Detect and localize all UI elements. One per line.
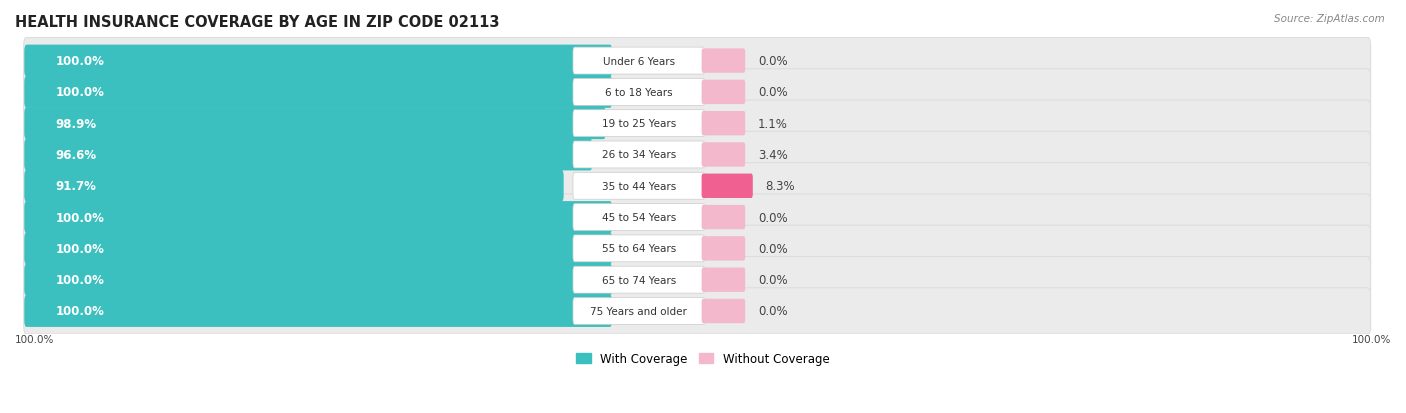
Text: 100.0%: 100.0%: [15, 335, 55, 344]
Text: 75 Years and older: 75 Years and older: [591, 306, 688, 316]
Text: 45 to 54 Years: 45 to 54 Years: [602, 213, 676, 223]
Text: 96.6%: 96.6%: [56, 149, 97, 161]
FancyBboxPatch shape: [24, 108, 606, 140]
Text: 91.7%: 91.7%: [56, 180, 97, 193]
FancyBboxPatch shape: [574, 142, 704, 169]
Text: 0.0%: 0.0%: [758, 86, 787, 99]
Text: Under 6 Years: Under 6 Years: [603, 57, 675, 66]
FancyBboxPatch shape: [24, 202, 612, 233]
FancyBboxPatch shape: [702, 81, 745, 105]
Text: 0.0%: 0.0%: [758, 211, 787, 224]
FancyBboxPatch shape: [702, 268, 745, 292]
Text: HEALTH INSURANCE COVERAGE BY AGE IN ZIP CODE 02113: HEALTH INSURANCE COVERAGE BY AGE IN ZIP …: [15, 15, 499, 30]
FancyBboxPatch shape: [702, 299, 745, 323]
FancyBboxPatch shape: [574, 110, 704, 137]
FancyBboxPatch shape: [574, 173, 704, 200]
Text: Source: ZipAtlas.com: Source: ZipAtlas.com: [1274, 14, 1385, 24]
FancyBboxPatch shape: [574, 298, 704, 325]
FancyBboxPatch shape: [24, 101, 1371, 147]
Text: 35 to 44 Years: 35 to 44 Years: [602, 181, 676, 191]
FancyBboxPatch shape: [24, 45, 612, 77]
Text: 98.9%: 98.9%: [56, 117, 97, 131]
FancyBboxPatch shape: [574, 266, 704, 293]
Text: 0.0%: 0.0%: [758, 273, 787, 287]
FancyBboxPatch shape: [702, 112, 745, 136]
Text: 19 to 25 Years: 19 to 25 Years: [602, 119, 676, 129]
Text: 100.0%: 100.0%: [56, 305, 104, 318]
Text: 100.0%: 100.0%: [56, 273, 104, 287]
FancyBboxPatch shape: [702, 143, 745, 167]
Text: 0.0%: 0.0%: [758, 305, 787, 318]
Text: 8.3%: 8.3%: [765, 180, 794, 193]
FancyBboxPatch shape: [24, 264, 612, 296]
Text: 100.0%: 100.0%: [56, 86, 104, 99]
FancyBboxPatch shape: [702, 49, 745, 74]
FancyBboxPatch shape: [24, 288, 1371, 334]
Text: 100.0%: 100.0%: [56, 211, 104, 224]
FancyBboxPatch shape: [24, 69, 1371, 116]
Text: 6 to 18 Years: 6 to 18 Years: [605, 88, 672, 97]
FancyBboxPatch shape: [24, 295, 612, 327]
FancyBboxPatch shape: [24, 77, 612, 109]
Text: 1.1%: 1.1%: [758, 117, 787, 131]
FancyBboxPatch shape: [24, 233, 612, 265]
FancyBboxPatch shape: [24, 38, 1371, 85]
FancyBboxPatch shape: [24, 163, 1371, 209]
Text: 55 to 64 Years: 55 to 64 Years: [602, 244, 676, 254]
Text: 100.0%: 100.0%: [56, 242, 104, 255]
FancyBboxPatch shape: [702, 174, 752, 199]
FancyBboxPatch shape: [574, 79, 704, 106]
Text: 3.4%: 3.4%: [758, 149, 787, 161]
FancyBboxPatch shape: [24, 139, 592, 171]
Legend: With Coverage, Without Coverage: With Coverage, Without Coverage: [572, 348, 834, 370]
Text: 26 to 34 Years: 26 to 34 Years: [602, 150, 676, 160]
FancyBboxPatch shape: [24, 225, 1371, 272]
Text: 100.0%: 100.0%: [56, 55, 104, 68]
FancyBboxPatch shape: [574, 204, 704, 231]
Text: 100.0%: 100.0%: [1351, 335, 1391, 344]
FancyBboxPatch shape: [574, 235, 704, 262]
FancyBboxPatch shape: [24, 171, 564, 202]
FancyBboxPatch shape: [574, 48, 704, 75]
Text: 0.0%: 0.0%: [758, 242, 787, 255]
Text: 0.0%: 0.0%: [758, 55, 787, 68]
FancyBboxPatch shape: [24, 132, 1371, 178]
FancyBboxPatch shape: [702, 237, 745, 261]
Text: 65 to 74 Years: 65 to 74 Years: [602, 275, 676, 285]
FancyBboxPatch shape: [24, 257, 1371, 303]
FancyBboxPatch shape: [702, 205, 745, 230]
FancyBboxPatch shape: [24, 195, 1371, 241]
